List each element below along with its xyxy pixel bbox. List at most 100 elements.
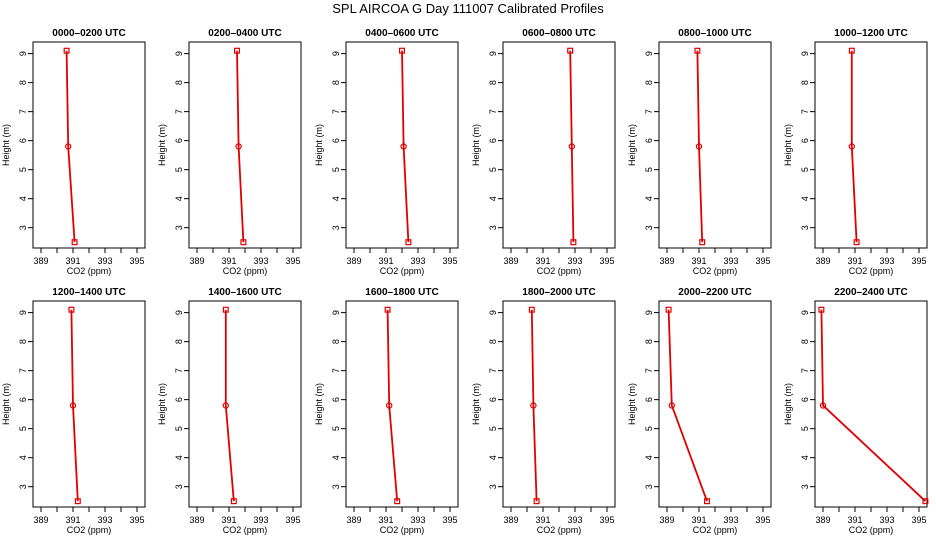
y-tick-label: 6: [800, 138, 810, 143]
y-tick-label: 5: [800, 167, 810, 172]
y-tick-label: 6: [174, 397, 184, 402]
x-axis-label: CO2 (ppm): [537, 525, 582, 535]
y-tick-label: 6: [488, 397, 498, 402]
y-tick-label: 6: [331, 397, 341, 402]
x-tick-label: 395: [911, 256, 926, 266]
y-tick-label: 5: [488, 426, 498, 431]
x-tick-label: 391: [847, 256, 862, 266]
y-tick-label: 4: [800, 455, 810, 460]
y-tick-label: 9: [18, 51, 28, 56]
x-tick-label: 393: [253, 256, 268, 266]
y-tick-label: 4: [800, 196, 810, 201]
data-point: [818, 306, 825, 313]
y-tick-label: 3: [331, 484, 341, 489]
y-tick-label: 3: [488, 225, 498, 230]
y-tick-label: 9: [331, 310, 341, 315]
x-tick-label: 393: [723, 256, 738, 266]
y-tick-label: 8: [800, 339, 810, 344]
plot-frame: [32, 300, 146, 508]
x-tick-label: 389: [503, 515, 518, 525]
y-tick-label: 6: [331, 138, 341, 143]
y-tick-label: 8: [18, 80, 28, 85]
x-tick-label: 389: [815, 515, 830, 525]
y-tick-label: 9: [18, 310, 28, 315]
data-point: [386, 402, 393, 409]
y-axis-label: Height (m): [471, 383, 481, 425]
x-axis-label: CO2 (ppm): [380, 525, 425, 535]
profile-line: [236, 50, 245, 243]
panel-title: 1600–1800 UTC: [365, 287, 438, 298]
panel-title: 0800–1000 UTC: [678, 28, 751, 39]
x-tick-label: 395: [911, 515, 926, 525]
plot-frame: [345, 300, 459, 508]
y-tick-label: 4: [174, 196, 184, 201]
panel-title: 2000–2200 UTC: [678, 287, 751, 298]
data-point: [665, 306, 672, 313]
y-tick-label: 4: [644, 455, 654, 460]
plot-frame: [188, 300, 302, 508]
data-point: [570, 239, 577, 246]
plot-frame: [502, 300, 616, 508]
y-tick-label: 8: [488, 339, 498, 344]
panel-title: 1000–1200 UTC: [834, 28, 907, 39]
data-point: [530, 402, 537, 409]
y-tick-label: 8: [488, 80, 498, 85]
y-tick-label: 5: [18, 426, 28, 431]
y-tick-label: 9: [174, 310, 184, 315]
panel-title: 0400–0600 UTC: [365, 28, 438, 39]
y-tick-label: 9: [331, 51, 341, 56]
profile-line: [386, 309, 399, 502]
data-point: [222, 402, 229, 409]
data-point: [694, 47, 701, 54]
y-tick-label: 7: [174, 109, 184, 114]
y-tick-label: 7: [800, 368, 810, 373]
y-tick-label: 6: [18, 138, 28, 143]
plot-frame: [814, 300, 928, 508]
y-tick-label: 5: [800, 426, 810, 431]
y-tick-label: 5: [18, 167, 28, 172]
data-point: [235, 143, 242, 150]
data-point: [222, 306, 229, 313]
x-tick-label: 391: [221, 256, 236, 266]
x-axis-label: CO2 (ppm): [693, 525, 738, 535]
x-tick-label: 391: [535, 256, 550, 266]
y-axis-label: Height (m): [783, 124, 793, 166]
y-tick-label: 7: [800, 109, 810, 114]
y-tick-label: 6: [644, 397, 654, 402]
y-tick-label: 5: [644, 426, 654, 431]
panel-title: 2200–2400 UTC: [834, 287, 907, 298]
y-tick-label: 9: [488, 51, 498, 56]
y-tick-label: 7: [18, 368, 28, 373]
y-tick-label: 5: [488, 167, 498, 172]
x-tick-label: 393: [97, 256, 112, 266]
y-axis-label: Height (m): [157, 124, 167, 166]
data-point: [848, 47, 855, 54]
x-axis-label: CO2 (ppm): [67, 266, 112, 276]
x-tick-label: 393: [723, 515, 738, 525]
y-tick-label: 9: [644, 51, 654, 56]
x-tick-label: 389: [346, 256, 361, 266]
y-tick-label: 9: [488, 310, 498, 315]
y-tick-label: 8: [331, 339, 341, 344]
x-tick-label: 389: [189, 515, 204, 525]
y-tick-label: 7: [644, 109, 654, 114]
y-tick-label: 3: [644, 225, 654, 230]
y-tick-label: 8: [644, 339, 654, 344]
x-tick-label: 393: [97, 515, 112, 525]
x-tick-label: 395: [599, 256, 614, 266]
x-tick-label: 395: [599, 515, 614, 525]
y-tick-label: 5: [174, 167, 184, 172]
data-point: [922, 498, 929, 505]
y-tick-label: 7: [174, 368, 184, 373]
y-tick-label: 6: [644, 138, 654, 143]
data-point: [567, 47, 574, 54]
plot-frame: [814, 41, 928, 249]
x-axis-label: CO2 (ppm): [537, 266, 582, 276]
y-tick-label: 3: [800, 484, 810, 489]
y-tick-label: 7: [18, 109, 28, 114]
x-tick-label: 395: [442, 515, 457, 525]
y-tick-label: 3: [18, 484, 28, 489]
x-tick-label: 389: [33, 515, 48, 525]
y-tick-label: 4: [488, 455, 498, 460]
profile-line: [667, 309, 708, 502]
